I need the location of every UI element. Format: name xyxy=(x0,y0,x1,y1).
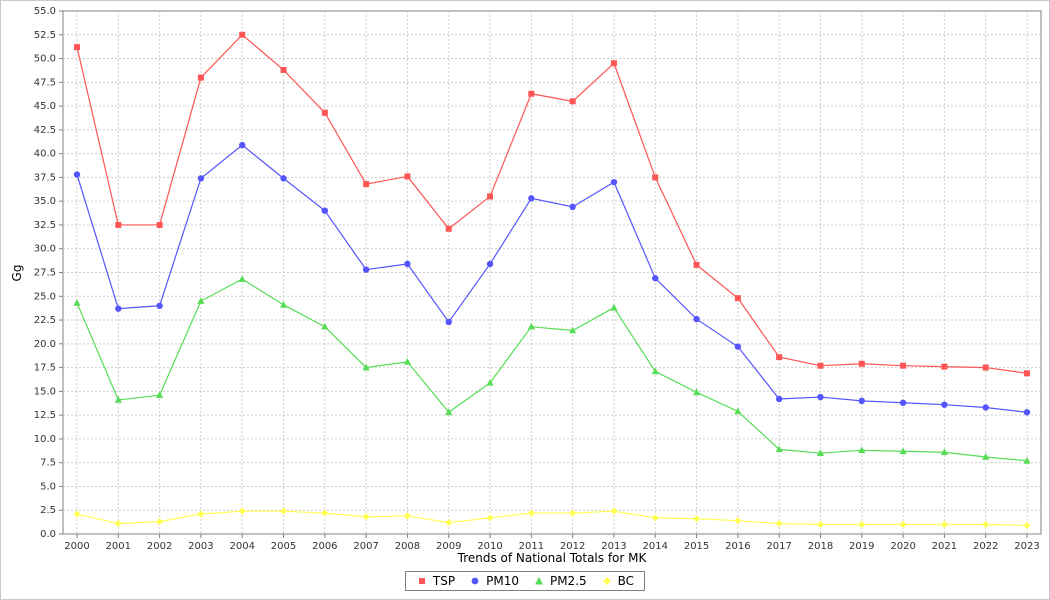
svg-text:2019: 2019 xyxy=(849,541,874,552)
svg-text:15.0: 15.0 xyxy=(34,386,56,397)
chart-legend: TSP PM10 PM2.5 BC xyxy=(1,571,1049,591)
svg-text:50.0: 50.0 xyxy=(34,54,56,65)
svg-text:37.5: 37.5 xyxy=(34,172,56,183)
svg-text:2004: 2004 xyxy=(229,541,254,552)
svg-text:42.5: 42.5 xyxy=(34,125,56,136)
series-pm2-5 xyxy=(73,275,1031,464)
legend-box: TSP PM10 PM2.5 BC xyxy=(404,571,646,591)
svg-text:27.5: 27.5 xyxy=(34,268,56,279)
svg-text:2003: 2003 xyxy=(188,541,213,552)
svg-text:10.0: 10.0 xyxy=(34,434,56,445)
x-axis-title: Trends of National Totals for MK xyxy=(457,551,647,565)
svg-text:55.0: 55.0 xyxy=(34,6,56,17)
y-tick-labels: 0.0 2.5 5.0 7.5 10.0 12.5 15.0 17.5 20.0 22.5 25.0… xyxy=(34,6,63,540)
svg-text:2002: 2002 xyxy=(147,541,172,552)
svg-text:2016: 2016 xyxy=(725,541,750,552)
svg-text:2000: 2000 xyxy=(64,541,89,552)
svg-text:2023: 2023 xyxy=(1014,541,1039,552)
legend-item-pm2-5: PM2.5 xyxy=(533,574,587,588)
svg-text:17.5: 17.5 xyxy=(34,363,56,374)
svg-text:7.5: 7.5 xyxy=(40,458,56,469)
svg-text:2021: 2021 xyxy=(932,541,957,552)
svg-text:2022: 2022 xyxy=(973,541,998,552)
svg-text:0.0: 0.0 xyxy=(40,529,56,540)
svg-text:22.5: 22.5 xyxy=(34,315,56,326)
svg-text:40.0: 40.0 xyxy=(34,149,56,160)
svg-text:12.5: 12.5 xyxy=(34,410,56,421)
svg-text:2013: 2013 xyxy=(601,541,626,552)
series-bc xyxy=(73,507,1031,530)
svg-text:2008: 2008 xyxy=(395,541,420,552)
series-pm10 xyxy=(73,141,1031,416)
svg-text:2020: 2020 xyxy=(890,541,915,552)
diamond-marker-icon xyxy=(602,577,611,585)
svg-text:2018: 2018 xyxy=(808,541,833,552)
svg-text:2009: 2009 xyxy=(436,541,461,552)
svg-text:25.0: 25.0 xyxy=(34,291,56,302)
svg-text:5.0: 5.0 xyxy=(40,481,56,492)
square-marker-icon xyxy=(418,578,425,584)
svg-text:2017: 2017 xyxy=(766,541,791,552)
svg-text:2007: 2007 xyxy=(353,541,378,552)
legend-item-pm10: PM10 xyxy=(469,574,519,588)
legend-item-tsp: TSP xyxy=(416,574,455,588)
y-gridlines xyxy=(63,34,1041,511)
legend-label: BC xyxy=(617,574,635,588)
svg-text:30.0: 30.0 xyxy=(34,244,56,255)
svg-text:2.5: 2.5 xyxy=(40,505,56,516)
svg-text:2012: 2012 xyxy=(560,541,585,552)
x-gridlines xyxy=(76,11,1028,534)
svg-text:2011: 2011 xyxy=(519,541,544,552)
svg-text:47.5: 47.5 xyxy=(34,77,56,88)
legend-item-bc: BC xyxy=(601,574,634,588)
series-tsp xyxy=(74,31,1030,377)
circle-marker-icon xyxy=(471,577,479,585)
svg-text:45.0: 45.0 xyxy=(34,101,56,112)
legend-label: TSP xyxy=(432,574,456,588)
svg-text:2005: 2005 xyxy=(271,541,296,552)
legend-label: PM10 xyxy=(486,574,519,588)
svg-text:2001: 2001 xyxy=(106,541,131,552)
svg-text:2014: 2014 xyxy=(643,541,668,552)
y-axis-title: Gg xyxy=(10,264,24,282)
svg-text:2015: 2015 xyxy=(684,541,709,552)
svg-text:52.5: 52.5 xyxy=(34,30,56,41)
x-tick-labels: 2000 2001 2002 2003 2004 2005 2006 2007 2008 2009… xyxy=(64,534,1040,552)
svg-text:2006: 2006 xyxy=(312,541,337,552)
triangle-marker-icon xyxy=(534,577,543,585)
legend-label: PM2.5 xyxy=(549,574,587,588)
svg-text:35.0: 35.0 xyxy=(34,196,56,207)
svg-text:32.5: 32.5 xyxy=(34,220,56,231)
svg-text:20.0: 20.0 xyxy=(34,339,56,350)
svg-text:2010: 2010 xyxy=(477,541,502,552)
